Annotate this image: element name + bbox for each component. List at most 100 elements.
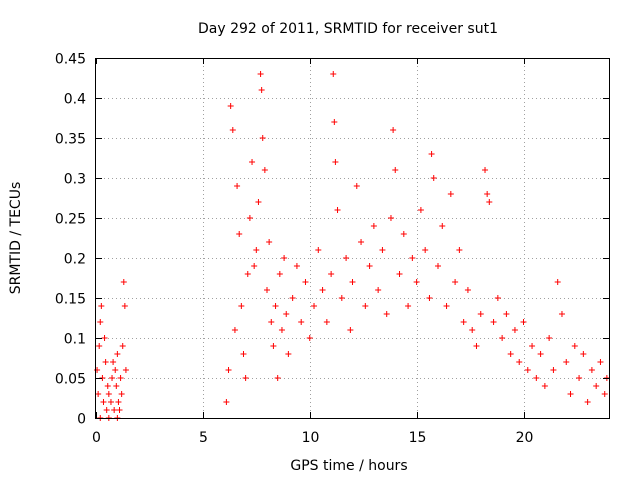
data-point [319, 287, 326, 293]
data-point [541, 383, 548, 389]
y-tick-label: 0.3 [64, 172, 86, 188]
data-point [358, 239, 365, 245]
data-point [443, 303, 450, 309]
grid-lines [96, 58, 609, 418]
x-tick-label: 15 [409, 430, 427, 446]
data-point [576, 375, 583, 381]
data-point [546, 335, 553, 341]
data-point [103, 407, 110, 413]
data-point [234, 183, 241, 189]
data-point [270, 343, 277, 349]
data-point [298, 319, 305, 325]
data-point [113, 383, 120, 389]
data-point [117, 375, 124, 381]
data-point [259, 135, 266, 141]
data-point [272, 303, 279, 309]
data-point [584, 399, 591, 405]
data-point [227, 103, 234, 109]
data-point [331, 119, 338, 125]
data-point [223, 399, 230, 405]
data-point [469, 327, 476, 333]
x-tick-label: 10 [302, 430, 320, 446]
chart-title: Day 292 of 2011, SRMTID for receiver sut… [198, 21, 498, 37]
data-point [567, 391, 574, 397]
data-point [276, 271, 283, 277]
y-tick-label: 0.4 [64, 92, 86, 108]
data-point [563, 359, 570, 365]
data-point [597, 359, 604, 365]
data-point [332, 159, 339, 165]
data-point [114, 351, 121, 357]
data-point [328, 271, 335, 277]
data-point [375, 287, 382, 293]
data-point [422, 247, 429, 253]
data-point [240, 351, 247, 357]
data-point [257, 71, 264, 77]
data-point [302, 279, 309, 285]
data-point [428, 151, 435, 157]
y-tick-label: 0.2 [64, 252, 86, 268]
data-point [105, 391, 112, 397]
data-point [387, 215, 394, 221]
data-point [118, 391, 125, 397]
x-axis-label: GPS time / hours [290, 458, 407, 474]
data-point [486, 199, 493, 205]
data-point [409, 255, 416, 261]
data-point [96, 343, 103, 349]
data-point [349, 279, 356, 285]
data-point [601, 391, 608, 397]
data-point [116, 407, 123, 413]
data-point [111, 407, 118, 413]
data-point [511, 327, 518, 333]
data-point [392, 167, 399, 173]
data-point [236, 231, 243, 237]
data-point [366, 263, 373, 269]
data-point [529, 343, 536, 349]
y-tick-label: 0.1 [64, 332, 86, 348]
data-point [285, 351, 292, 357]
data-point [516, 359, 523, 365]
data-point [100, 399, 107, 405]
data-point [396, 271, 403, 277]
y-tick-label: 0.35 [55, 132, 86, 148]
data-point [229, 127, 236, 133]
data-point [225, 367, 232, 373]
plot-area-frame [95, 58, 610, 419]
data-point [293, 263, 300, 269]
data-point [281, 255, 288, 261]
data-point [289, 295, 296, 301]
data-point [112, 367, 119, 373]
data-point [477, 311, 484, 317]
data-point [482, 167, 489, 173]
y-tick-label: 0 [77, 412, 86, 428]
data-point [330, 71, 337, 77]
data-point [115, 399, 122, 405]
data-point [95, 391, 102, 397]
data-point [593, 383, 600, 389]
data-point [278, 327, 285, 333]
data-point [119, 343, 126, 349]
y-axis-label: SRMTID / TECUs [8, 182, 24, 295]
data-point [490, 319, 497, 325]
data-point [550, 367, 557, 373]
data-point [580, 351, 587, 357]
data-point [417, 207, 424, 213]
data-point [323, 319, 330, 325]
data-point [274, 375, 281, 381]
data-point [264, 287, 270, 293]
data-point [249, 159, 256, 165]
y-tick-label: 0.45 [55, 52, 86, 68]
data-point [268, 319, 275, 325]
data-point [499, 335, 506, 341]
y-tick-label: 0.15 [55, 292, 86, 308]
data-point [343, 255, 350, 261]
y-tick-label: 0.25 [55, 212, 86, 228]
data-point [353, 183, 360, 189]
data-point [507, 351, 514, 357]
data-point [413, 279, 420, 285]
x-tick-label: 5 [199, 430, 208, 446]
data-point [101, 335, 108, 341]
data-point [405, 303, 412, 309]
data-point [558, 311, 565, 317]
